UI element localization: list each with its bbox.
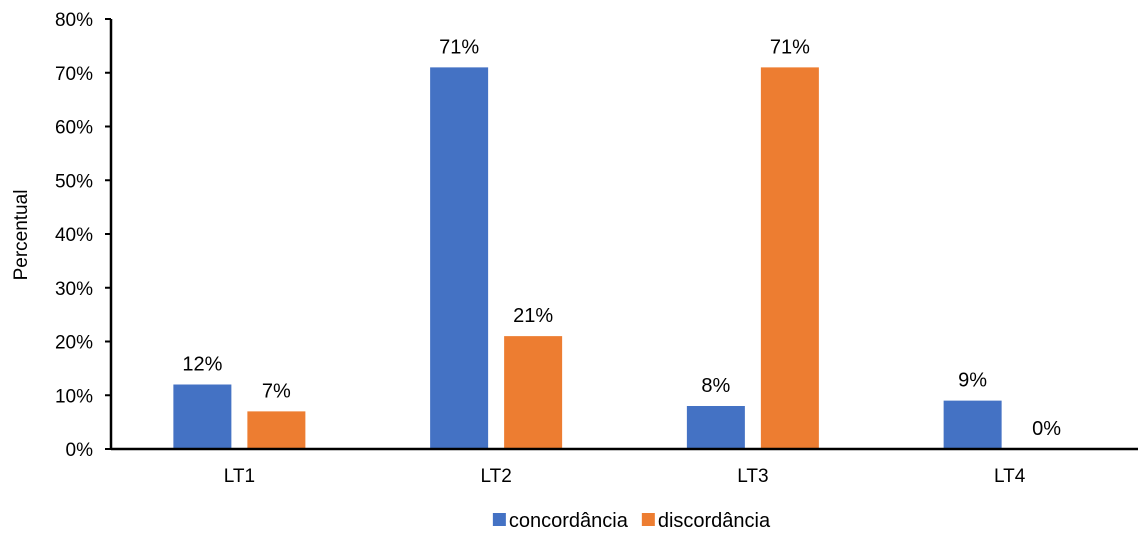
data-label: 0% — [1032, 418, 1061, 440]
x-tick-labels: LT1 LT2 LT3 LT4 — [224, 466, 1026, 487]
y-tick-label: 0% — [66, 440, 94, 461]
legend-swatch — [493, 513, 506, 526]
data-label: 7% — [262, 380, 291, 402]
y-tick-label: 30% — [55, 279, 93, 300]
data-label: 12% — [182, 354, 222, 376]
y-tick-label: 40% — [55, 225, 93, 246]
y-axis-title-group: Percentual — [11, 190, 32, 281]
bar-lt3-discordancia — [761, 67, 819, 449]
bar-lt1-concordancia — [173, 385, 231, 450]
y-tick-label: 70% — [55, 64, 93, 85]
x-tick-label: LT3 — [737, 466, 768, 487]
legend-swatch — [642, 513, 655, 526]
data-labels: 12% 7% 71% 21% 8% 71% 9% 0% — [182, 36, 1061, 440]
bar-lt4-concordancia — [944, 401, 1002, 449]
y-tick-label: 60% — [55, 118, 93, 139]
y-tick-label: 80% — [55, 10, 93, 31]
y-ticks: 0% 10% 20% 30% 40% 50% 60% 70% 80% — [55, 10, 111, 461]
legend: concordância discordância — [493, 510, 771, 532]
y-tick-label: 10% — [55, 386, 93, 407]
bars — [173, 67, 1001, 449]
y-tick-label: 20% — [55, 333, 93, 354]
y-tick-label: 50% — [55, 171, 93, 192]
data-label: 9% — [958, 370, 987, 392]
legend-label: concordância — [509, 510, 629, 532]
bar-lt3-concordancia — [687, 406, 745, 449]
x-tick-label: LT1 — [224, 466, 255, 487]
x-tick-label: LT2 — [480, 466, 511, 487]
bar-lt2-discordancia — [504, 336, 562, 449]
data-label: 21% — [513, 305, 553, 327]
data-label: 71% — [770, 36, 810, 58]
x-tick-label: LT4 — [994, 466, 1026, 487]
y-axis-title: Percentual — [11, 190, 32, 281]
data-label: 8% — [701, 375, 730, 397]
bar-lt1-discordancia — [247, 411, 305, 449]
legend-label: discordância — [658, 510, 771, 532]
bar-lt2-concordancia — [430, 67, 488, 449]
data-label: 71% — [439, 36, 479, 58]
